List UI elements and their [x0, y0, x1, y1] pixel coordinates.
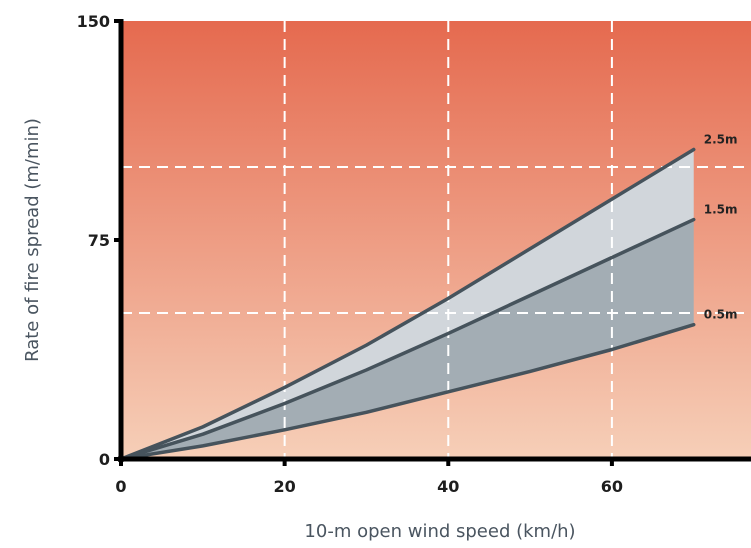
series-layer: [119, 147, 696, 461]
tick-label-layer: 0 75 150 0 20 40 60: [77, 12, 623, 496]
y-axis-title: Rate of fire spread (m/min): [22, 118, 43, 362]
x-tick-label: 0: [115, 477, 126, 496]
y-tick-label: 150: [77, 12, 110, 31]
series-label: 1.5m: [704, 203, 738, 217]
series-label-layer: 2.5m 1.5m 0.5m: [704, 132, 738, 321]
x-axis-title: 10-m open wind speed (km/h): [304, 521, 575, 542]
x-tick-label: 60: [601, 477, 623, 496]
y-tick-label: 0: [99, 450, 110, 469]
series-label: 2.5m: [704, 132, 738, 146]
y-tick-label: 75: [88, 231, 110, 250]
series-line: [119, 322, 696, 461]
x-tick-label: 40: [437, 477, 459, 496]
x-tick-label: 20: [274, 477, 296, 496]
series-label: 0.5m: [704, 308, 738, 322]
axes-layer: [114, 19, 751, 466]
series-line: [119, 147, 696, 461]
band-layer: [121, 149, 694, 460]
band-lower: [121, 219, 694, 459]
series-line: [119, 217, 696, 461]
